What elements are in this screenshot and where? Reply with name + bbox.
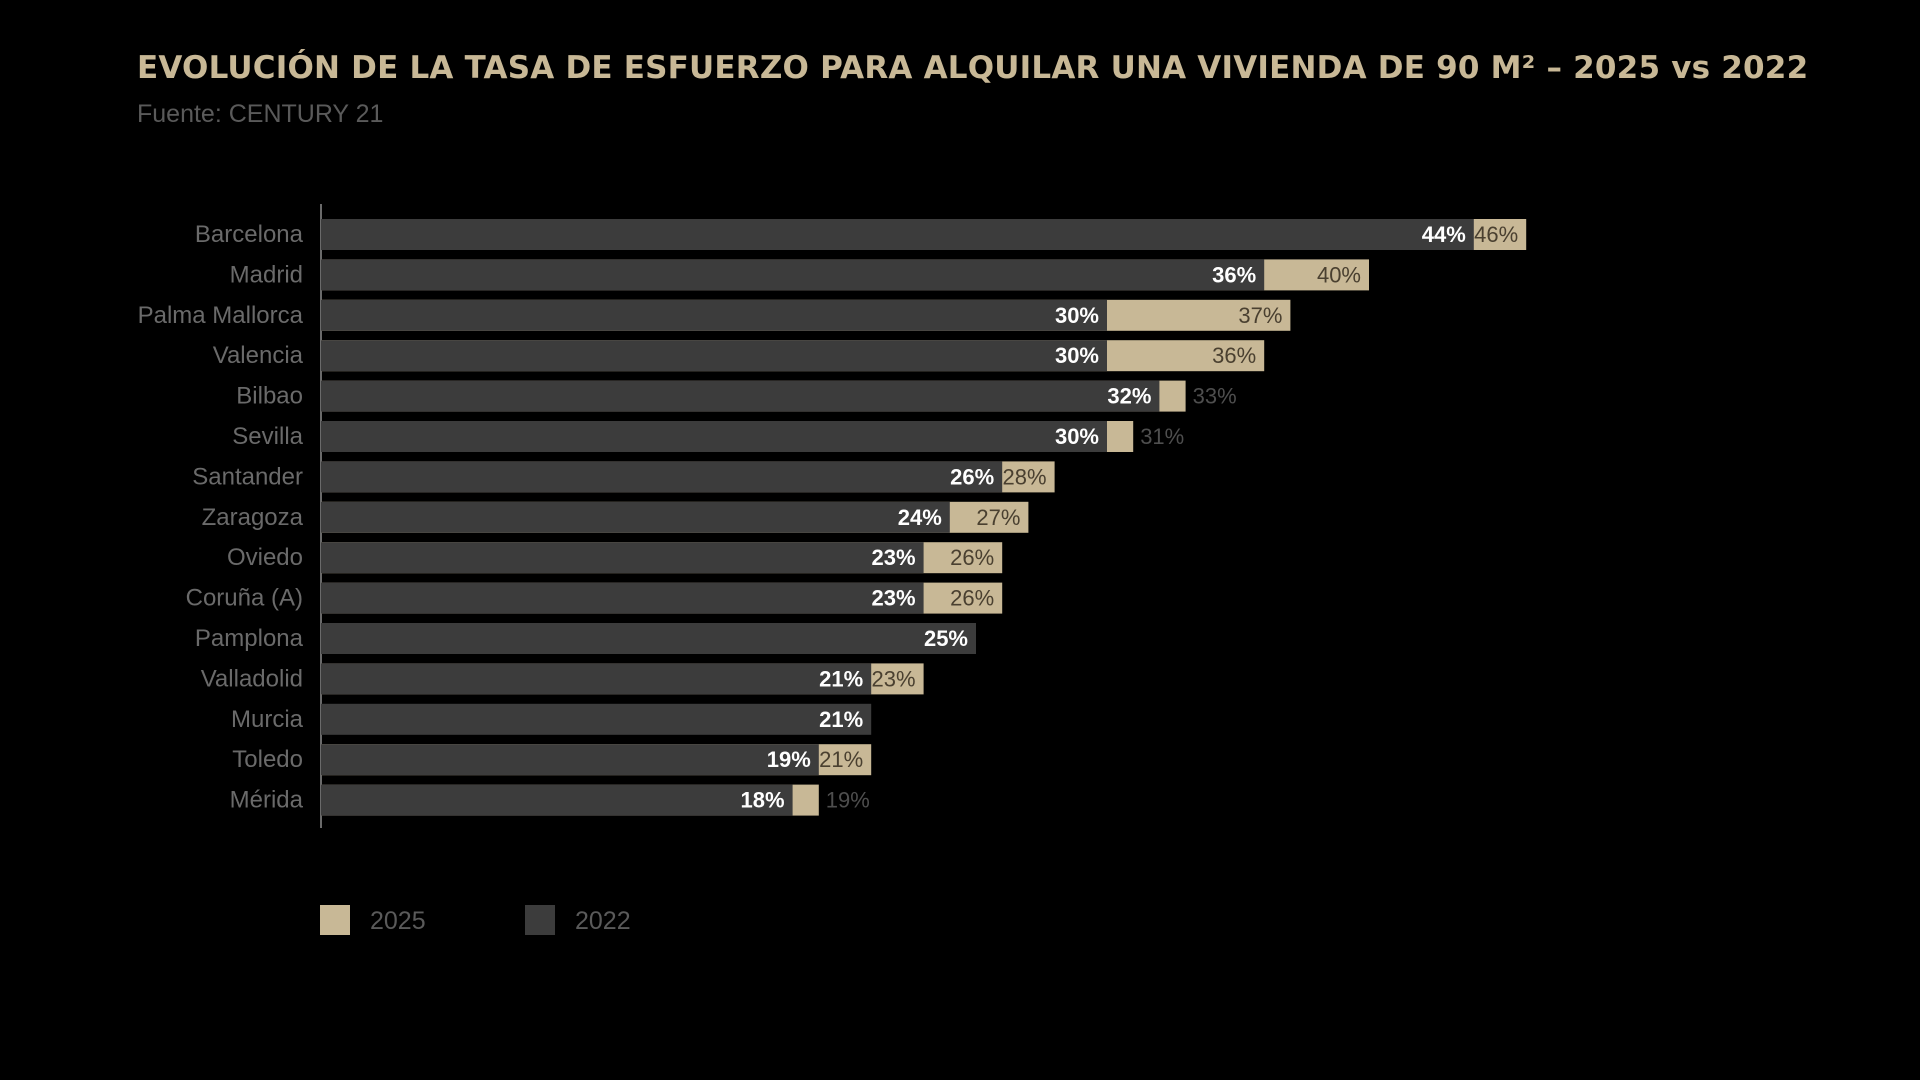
bar-2022 [321, 703, 872, 735]
data-label-2022: 23% [872, 545, 916, 570]
category-label: Zaragoza [202, 504, 304, 531]
bar-2022 [321, 784, 793, 816]
category-label: Sevilla [232, 423, 303, 450]
data-label-2025: 46% [1474, 222, 1518, 247]
legend-swatch-2022 [525, 905, 555, 935]
category-label: Toledo [232, 746, 303, 773]
data-label-2022: 21% [819, 666, 863, 691]
data-label-2022: 21% [819, 707, 863, 732]
legend-label-2025: 2025 [370, 907, 426, 935]
chart-subtitle: Fuente: CENTURY 21 [137, 100, 384, 128]
data-label-2022: 23% [872, 586, 916, 611]
data-label-2025: 36% [1212, 343, 1256, 368]
bar-2022 [321, 219, 1474, 250]
legend-label-2022: 2022 [575, 907, 631, 935]
data-label-2022: 44% [1422, 222, 1466, 247]
data-label-2025: 37% [1238, 303, 1282, 328]
bar-2022 [321, 501, 950, 533]
data-label-2022: 30% [1055, 303, 1099, 328]
data-label-2025: 31% [1140, 424, 1184, 449]
data-label-2025: 40% [1317, 262, 1361, 287]
data-label-2022: 24% [898, 505, 942, 530]
category-label: Barcelona [195, 221, 304, 248]
data-label-2025: 21% [819, 747, 863, 772]
data-label-2025: 28% [1003, 464, 1047, 489]
bar-2022 [321, 744, 819, 776]
category-label: Murcia [231, 706, 304, 733]
bar-2022 [321, 299, 1107, 331]
bar-2022 [321, 461, 1003, 493]
data-label-2022: 25% [924, 626, 968, 651]
data-label-2025: 23% [872, 666, 916, 691]
category-label: Palma Mallorca [138, 302, 304, 329]
category-label: Bilbao [236, 383, 303, 410]
data-label-2022: 18% [741, 788, 785, 813]
data-label-2025: 27% [976, 505, 1020, 530]
category-label: Coruña (A) [186, 585, 303, 612]
category-label: Valencia [213, 342, 304, 369]
bar-2022 [321, 380, 1160, 412]
category-label: Santander [192, 463, 303, 490]
data-label-2025: 19% [826, 788, 870, 813]
data-label-2025: 26% [950, 545, 994, 570]
bar-2022 [321, 623, 976, 654]
category-label: Mérida [230, 787, 304, 814]
data-label-2022: 26% [950, 464, 994, 489]
bar-2022 [321, 421, 1107, 452]
data-label-2025: 26% [950, 586, 994, 611]
category-label: Valladolid [201, 665, 303, 692]
bar-2022 [321, 259, 1265, 291]
data-label-2022: 32% [1107, 384, 1151, 409]
bar-2022 [321, 542, 924, 574]
data-label-2025: 33% [1193, 384, 1237, 409]
data-label-2022: 19% [767, 747, 811, 772]
category-label: Madrid [230, 261, 303, 288]
data-label-2022: 30% [1055, 343, 1099, 368]
data-label-2022: 36% [1212, 262, 1256, 287]
category-label: Pamplona [195, 625, 304, 652]
chart-title: EVOLUCIÓN DE LA TASA DE ESFUERZO PARA AL… [137, 50, 1809, 86]
category-label: Oviedo [227, 544, 303, 571]
legend-swatch-2025 [320, 905, 350, 935]
data-label-2022: 30% [1055, 424, 1099, 449]
bar-2022 [321, 582, 924, 614]
bar-2022 [321, 340, 1107, 372]
bar-2022 [321, 663, 872, 695]
